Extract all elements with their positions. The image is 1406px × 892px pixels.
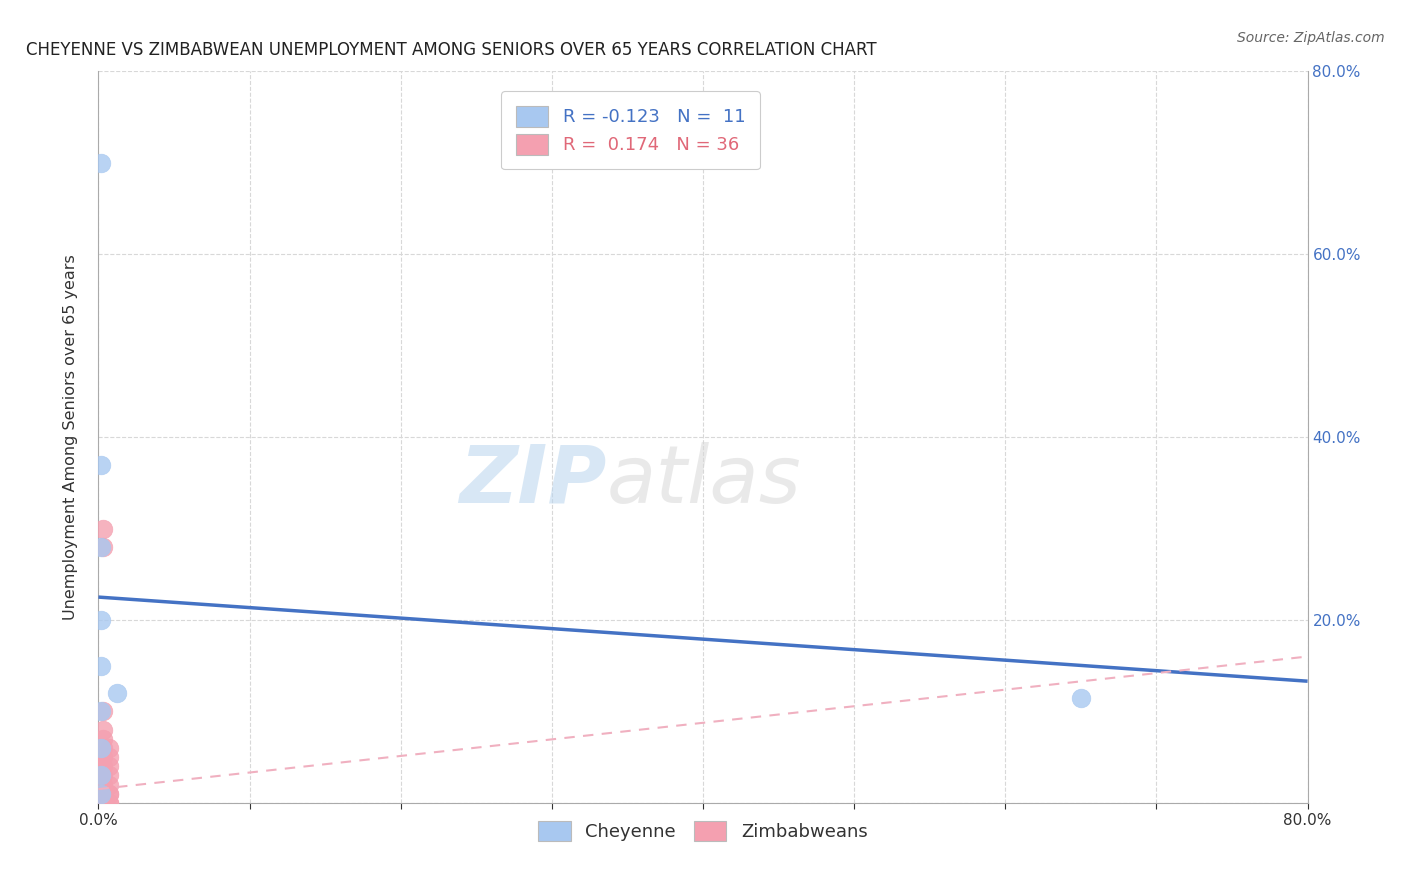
Point (87, 787, 110, 801)
Point (87, 796, 110, 810)
Point (98, 787, 121, 801)
Point (91, 778, 114, 792)
Point (87, 796, 110, 810)
Point (98, 768, 121, 782)
Point (90, 540, 112, 554)
Point (91, 540, 114, 554)
Point (90, 787, 112, 801)
Point (91, 521, 114, 535)
Point (91, 796, 114, 810)
Point (91, 705, 114, 719)
Point (91, 787, 114, 801)
Point (91, 787, 114, 801)
Point (90, 458, 112, 472)
Point (87, 787, 110, 801)
Point (90, 658, 112, 673)
Point (91, 740, 114, 755)
Point (87, 796, 110, 810)
Point (1070, 690, 1092, 705)
Point (87, 796, 110, 810)
Point (87, 768, 110, 782)
Text: Source: ZipAtlas.com: Source: ZipAtlas.com (1237, 31, 1385, 45)
Point (91, 750, 114, 764)
Point (91, 731, 114, 746)
Point (90, 768, 112, 782)
Point (98, 796, 121, 810)
Text: ZIP: ZIP (458, 442, 606, 520)
Point (98, 796, 121, 810)
Point (91, 796, 114, 810)
Point (105, 686, 128, 700)
Point (98, 750, 121, 764)
Point (91, 759, 114, 773)
Point (87, 796, 110, 810)
Point (98, 778, 121, 792)
Y-axis label: Unemployment Among Seniors over 65 years: Unemployment Among Seniors over 65 years (63, 254, 77, 620)
Text: CHEYENNE VS ZIMBABWEAN UNEMPLOYMENT AMONG SENIORS OVER 65 YEARS CORRELATION CHAR: CHEYENNE VS ZIMBABWEAN UNEMPLOYMENT AMON… (25, 41, 876, 59)
Point (91, 778, 114, 792)
Point (98, 787, 121, 801)
Point (91, 768, 114, 782)
Point (91, 796, 114, 810)
Point (90, 705, 112, 719)
Point (87, 759, 110, 773)
Point (98, 759, 121, 773)
Point (90, 156, 112, 170)
Point (87, 778, 110, 792)
Point (98, 740, 121, 755)
Point (90, 740, 112, 755)
Point (91, 723, 114, 737)
Text: atlas: atlas (606, 442, 801, 520)
Point (91, 787, 114, 801)
Legend: Cheyenne, Zimbabweans: Cheyenne, Zimbabweans (531, 814, 875, 848)
Point (90, 613, 112, 627)
